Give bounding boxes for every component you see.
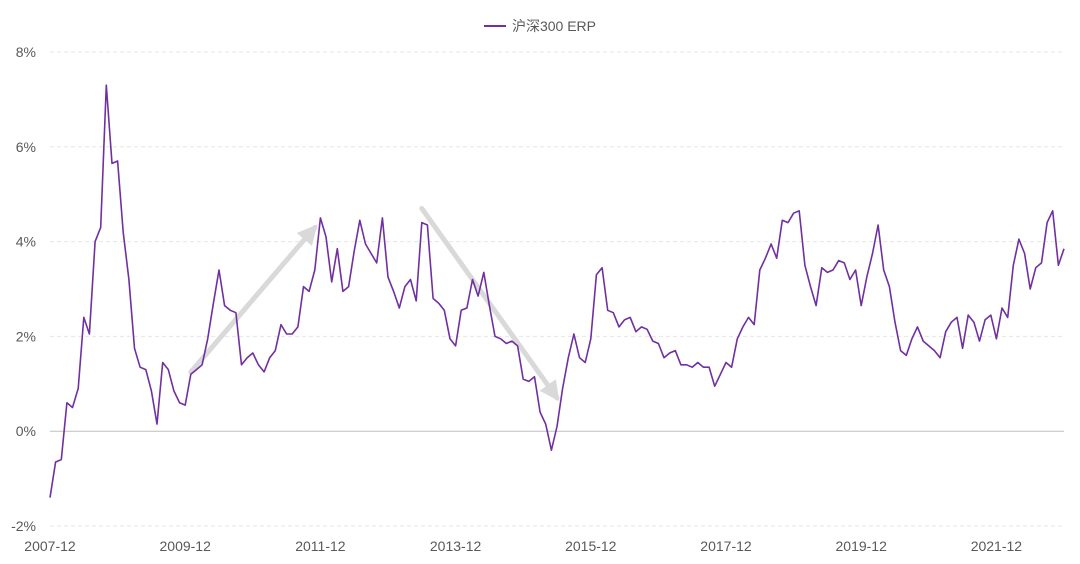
- x-tick-label: 2021-12: [971, 538, 1023, 554]
- series-line-hs300-erp[interactable]: [49, 84, 1065, 498]
- legend-label: 沪深300 ERP: [511, 18, 597, 34]
- y-tick-label: -2%: [11, 518, 36, 534]
- legend: 沪深300 ERP: [0, 14, 1080, 36]
- y-tick-label: 4%: [16, 234, 36, 250]
- trend-arrow: [188, 224, 318, 375]
- x-tick-label: 2015-12: [565, 538, 617, 554]
- legend-item[interactable]: 沪深300 ERP: [483, 16, 597, 36]
- y-tick-label: 0%: [16, 423, 36, 439]
- y-tick-label: 6%: [16, 139, 36, 155]
- x-tick-label: 2019-12: [836, 538, 888, 554]
- x-tick-label: 2009-12: [160, 538, 212, 554]
- x-tick-label: 2013-12: [430, 538, 482, 554]
- y-tick-label: 8%: [16, 44, 36, 60]
- legend-swatch: [483, 25, 506, 27]
- y-tick-label: 2%: [16, 328, 36, 344]
- x-tick-label: 2011-12: [295, 538, 346, 554]
- x-tick-label: 2007-12: [24, 538, 76, 554]
- x-tick-label: 2017-12: [700, 538, 752, 554]
